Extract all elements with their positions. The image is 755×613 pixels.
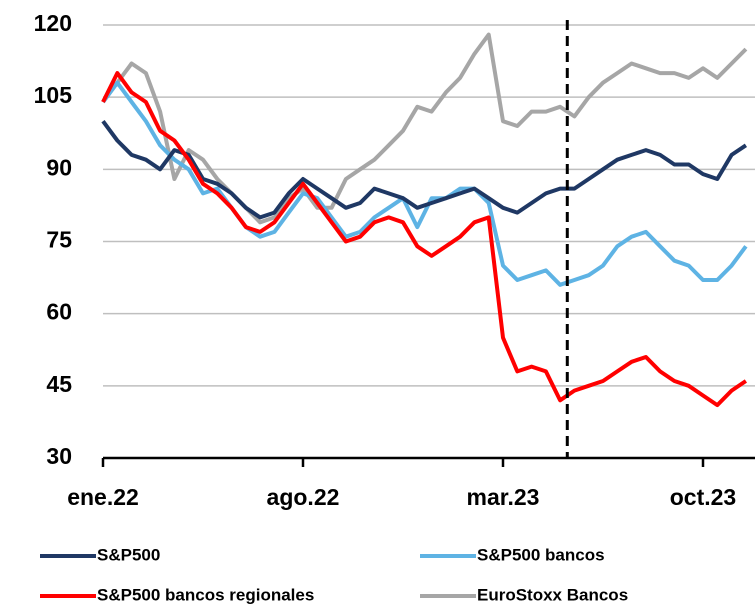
y-tick-label: 60 xyxy=(46,299,72,325)
y-tick-label: 75 xyxy=(46,227,72,253)
series-line xyxy=(101,71,748,408)
legend-label: S&P500 bancos regionales xyxy=(97,585,314,604)
series-line xyxy=(101,32,748,225)
y-tick-label: 120 xyxy=(34,10,72,36)
x-tick-label: mar.23 xyxy=(467,484,540,510)
y-tick-label: 90 xyxy=(46,154,72,180)
y-tick-label: 30 xyxy=(46,443,72,469)
series-line xyxy=(101,120,748,220)
y-tick-label: 105 xyxy=(34,82,73,108)
legend-label: EuroStoxx Bancos xyxy=(477,585,628,604)
x-tick-label: oct.23 xyxy=(670,484,736,510)
series-line xyxy=(101,80,748,287)
legend-label: S&P500 bancos xyxy=(477,545,605,564)
legend-label: S&P500 xyxy=(97,545,160,564)
y-tick-label: 45 xyxy=(46,371,72,397)
x-tick-label: ago.22 xyxy=(267,484,340,510)
x-tick-label: ene.22 xyxy=(67,484,139,510)
